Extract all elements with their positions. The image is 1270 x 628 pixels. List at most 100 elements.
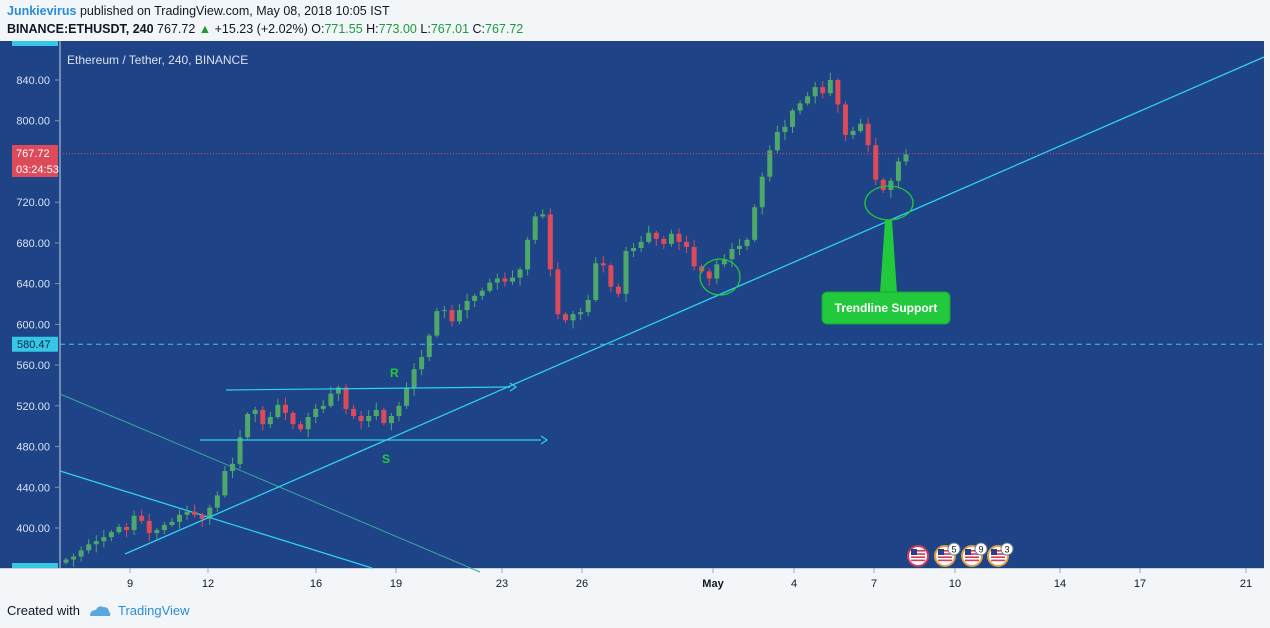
candle-body [396,405,402,416]
event-count-badge [974,542,988,556]
candle-body [744,239,750,246]
candle [290,410,296,430]
candle-body [850,130,856,135]
candle-body [532,216,538,240]
candle-body [192,511,198,515]
x-tick-label: 7 [871,578,877,590]
publish-info: published on TradingView.com, May 08, 20… [79,4,390,18]
candle [71,553,77,567]
candle [298,421,304,433]
high-label: H: [366,22,379,36]
candle [388,412,394,431]
candle [214,491,220,512]
ohlc-line: BINANCE:ETHUSDT, 240 767.72 ▲ +15.23 (+2… [7,22,523,36]
x-tick-label: 16 [310,578,322,590]
candle [509,270,515,285]
candle-body [426,335,432,357]
level-value: 580.47 [17,339,51,351]
us-flag-event-icon[interactable]: 3 [987,542,1014,567]
candle [752,204,758,242]
chart-area[interactable]: 840.00 800.00 720.00 680.00 640.00 600.00 560.… [0,41,1270,595]
candle-body [865,123,871,146]
candle-body [547,214,553,270]
candle [593,257,599,302]
touch-circle-1[interactable] [699,258,741,296]
candle [797,100,803,115]
us-flag-event-icon[interactable] [907,545,929,567]
candle-body [782,126,788,132]
open-label: O: [311,22,325,36]
candle-body [252,409,258,414]
candle-body [646,232,652,242]
candle [101,530,107,548]
us-flag-event-icon[interactable]: 5 [934,542,961,567]
candle-body [691,246,697,267]
candle-body [86,544,92,551]
candle-body [820,87,826,94]
top-cut-badge [12,41,58,46]
callout-pointer [880,220,897,293]
callout-box[interactable] [821,291,951,325]
candle [396,401,402,422]
candle [888,177,894,199]
candle-body [714,264,720,279]
candle [585,294,591,317]
candle-body [880,179,886,190]
candle-body [305,417,311,430]
candle-body [366,416,372,422]
tradingview-logo-icon [89,605,111,616]
candle [252,406,258,423]
candle [282,397,288,421]
candle-body [479,290,485,296]
candle-body [222,470,228,496]
candle-body [555,269,561,315]
candle-body [835,80,841,105]
event-count-badge [947,542,961,556]
x-axis-ticks: 9 12 16 19 23 26 May 4 7 10 14 17 21 [127,568,1252,590]
candle-body [608,265,614,287]
candle-body [903,154,909,162]
resistance-label: R [390,366,399,380]
candle [464,293,470,319]
y-tick-label: 680.00 [16,238,50,250]
candle-body [888,180,894,190]
candle [903,149,909,166]
candle-body [154,530,160,534]
tradingview-link[interactable]: TradingView [88,603,190,618]
y-tick-label: 560.00 [16,360,50,372]
candle [479,287,485,300]
us-flag-event-icon[interactable]: 9 [961,542,988,567]
ascending-trendline[interactable] [124,56,1265,555]
candle [411,363,417,396]
resistance-arrow-line[interactable] [225,386,511,391]
candle [858,118,864,133]
price-axis-panel[interactable] [0,41,60,568]
up-arrow-icon: ▲ [198,22,212,36]
candle-body [895,161,901,181]
y-tick-label: 800.00 [16,116,50,128]
economic-events[interactable]: 5 9 3 [907,542,1014,567]
author-link[interactable]: Junkievirus [7,4,77,18]
candle-body [805,96,811,104]
candle [449,305,455,327]
candle [93,535,99,553]
price-chart[interactable]: 840.00 800.00 720.00 680.00 640.00 600.00 560.… [0,41,1270,595]
candle [502,272,508,287]
candle-body [600,263,606,266]
candle-body [177,514,183,522]
candle-body [245,413,251,438]
candle [494,273,500,290]
candle-body [199,514,205,519]
candle [124,522,130,538]
low-label: L: [420,22,431,36]
last-price-value: 767.72 [16,148,50,160]
candle [184,505,190,520]
candle [661,235,667,250]
x-tick-label: 23 [496,578,508,590]
candle [653,230,659,246]
candle [873,138,879,185]
time-axis-panel[interactable] [0,569,1264,595]
candle-body [668,233,674,244]
y-tick-label: 600.00 [16,319,50,331]
y-tick-label: 640.00 [16,279,50,291]
